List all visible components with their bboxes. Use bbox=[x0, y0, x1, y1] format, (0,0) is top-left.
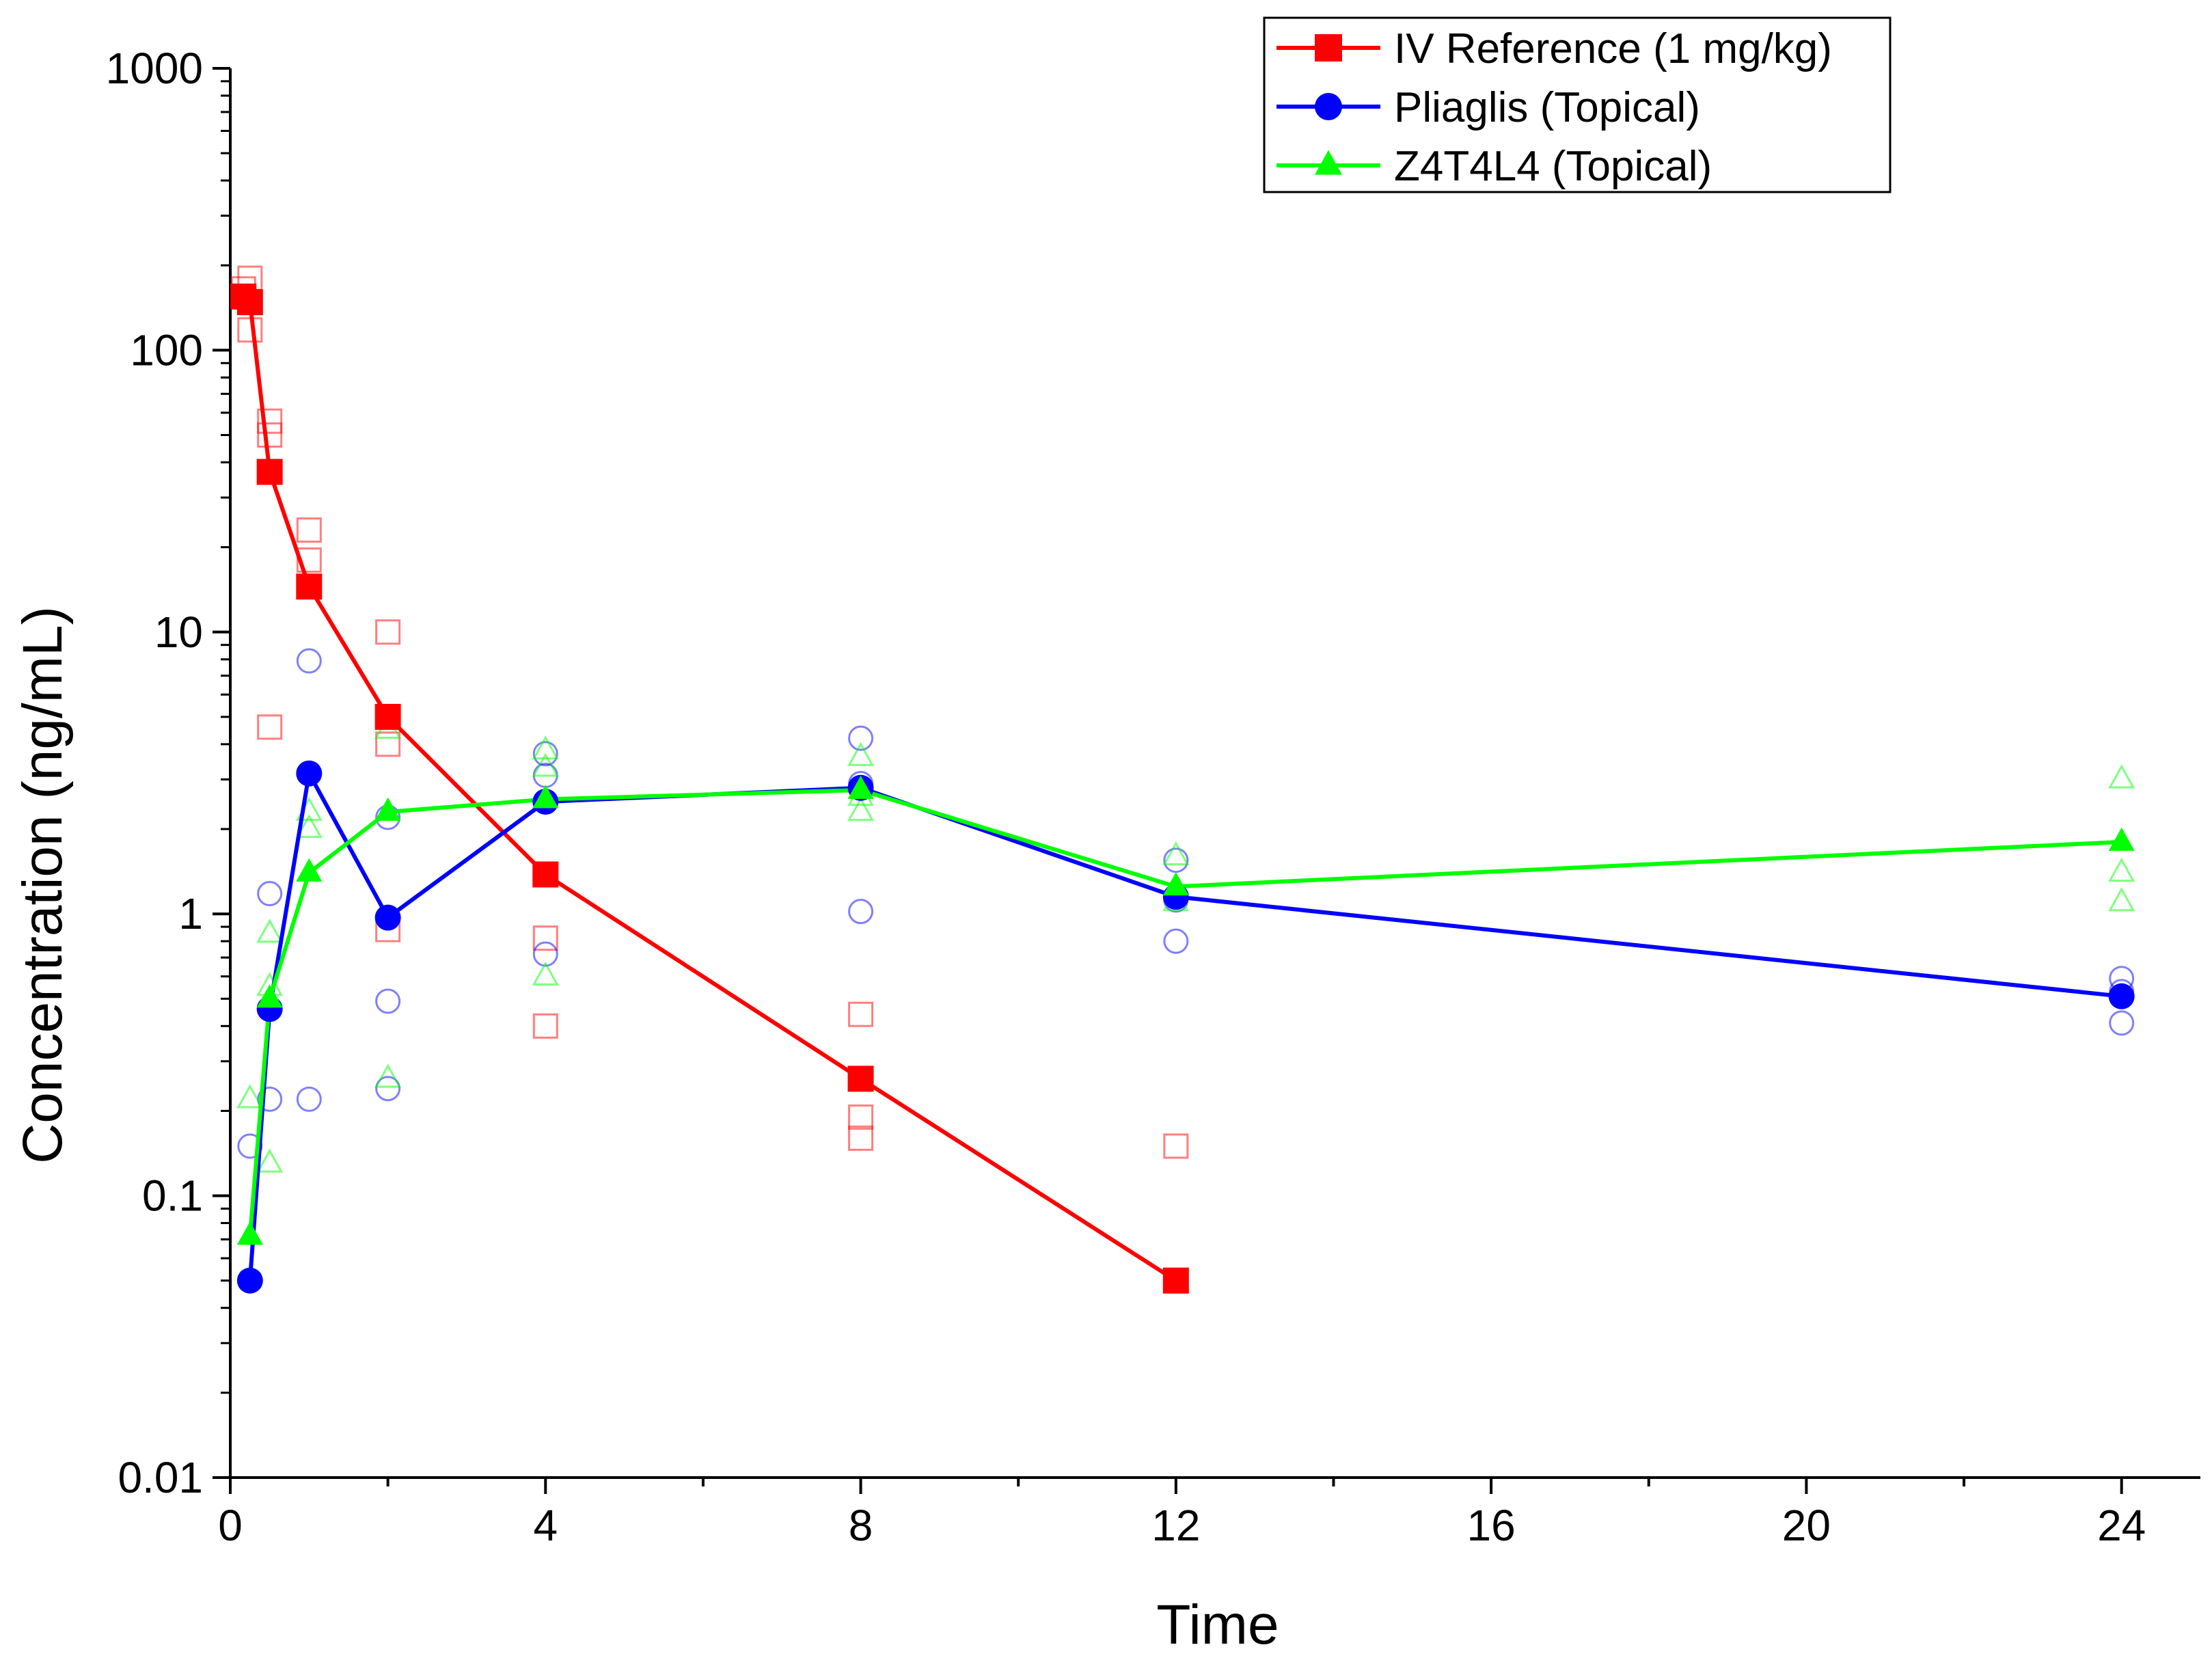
legend: IV Reference (1 mg/kg) Pliaglis (Topical… bbox=[1263, 16, 1892, 193]
mean-point-iv-reference bbox=[847, 1065, 874, 1092]
legend-marker-iv-reference bbox=[1315, 34, 1342, 62]
legend-label-z4t4l4: Z4T4L4 (Topical) bbox=[1394, 143, 1712, 190]
individual-point-pliaglis bbox=[2109, 1010, 2135, 1036]
mean-point-z4t4l4 bbox=[847, 775, 874, 800]
y-tick-label: 1000 bbox=[106, 44, 203, 93]
y-tick-label: 100 bbox=[130, 325, 203, 375]
y-tick-label: 1 bbox=[178, 889, 203, 938]
individual-point-iv-reference bbox=[296, 517, 322, 543]
individual-point-z4t4l4 bbox=[847, 742, 875, 766]
mean-point-pliaglis bbox=[2108, 983, 2135, 1009]
individual-point-iv-reference bbox=[375, 731, 401, 757]
individual-point-iv-reference bbox=[848, 1125, 874, 1151]
mean-point-iv-reference bbox=[532, 861, 559, 888]
legend-label-iv-reference: IV Reference (1 mg/kg) bbox=[1394, 25, 1832, 72]
individual-point-iv-reference bbox=[257, 422, 283, 448]
individual-point-z4t4l4 bbox=[374, 1063, 402, 1088]
individual-point-pliaglis bbox=[375, 1076, 401, 1102]
individual-point-pliaglis bbox=[848, 899, 874, 925]
y-tick-label: 10 bbox=[154, 608, 203, 657]
mean-point-pliaglis bbox=[236, 1267, 263, 1294]
mean-point-iv-reference bbox=[256, 459, 283, 485]
legend-marker-z4t4l4 bbox=[1315, 150, 1342, 175]
individual-point-z4t4l4 bbox=[295, 813, 323, 839]
individual-point-iv-reference bbox=[375, 619, 401, 645]
individual-point-iv-reference bbox=[848, 1104, 874, 1130]
legend-marker-pliaglis bbox=[1315, 93, 1342, 120]
mean-point-z4t4l4 bbox=[532, 785, 559, 808]
x-tick-label: 4 bbox=[533, 1501, 558, 1550]
individual-point-z4t4l4 bbox=[1162, 841, 1190, 866]
individual-point-iv-reference bbox=[532, 1013, 558, 1039]
individual-point-pliaglis bbox=[375, 988, 401, 1014]
legend-label-pliaglis: Pliaglis (Topical) bbox=[1394, 84, 1700, 131]
individual-point-z4t4l4 bbox=[236, 1084, 264, 1109]
x-tick-label: 16 bbox=[1467, 1501, 1516, 1550]
individual-point-z4t4l4 bbox=[532, 752, 559, 777]
mean-point-pliaglis bbox=[296, 760, 323, 787]
individual-point-iv-reference bbox=[257, 408, 283, 434]
mean-point-z4t4l4 bbox=[236, 1221, 263, 1245]
individual-point-pliaglis bbox=[257, 881, 283, 907]
y-tick-label: 0.1 bbox=[142, 1171, 203, 1221]
individual-point-z4t4l4 bbox=[2108, 764, 2135, 789]
mean-point-z4t4l4 bbox=[1162, 872, 1189, 896]
individual-point-iv-reference bbox=[296, 547, 322, 573]
mean-point-iv-reference bbox=[1162, 1267, 1189, 1294]
individual-point-iv-reference bbox=[532, 925, 558, 951]
individual-point-z4t4l4 bbox=[847, 796, 875, 821]
mean-point-iv-reference bbox=[236, 289, 263, 316]
mean-point-z4t4l4 bbox=[296, 858, 323, 882]
y-tick-label: 0.01 bbox=[118, 1453, 203, 1502]
x-tick-label: 8 bbox=[849, 1501, 873, 1550]
individual-point-iv-reference bbox=[848, 1001, 874, 1027]
individual-point-pliaglis bbox=[532, 741, 558, 767]
individual-point-iv-reference bbox=[257, 714, 283, 740]
mean-point-z4t4l4 bbox=[256, 984, 283, 1008]
individual-point-pliaglis bbox=[1163, 928, 1189, 954]
series-line-z4t4l4 bbox=[247, 788, 2122, 1236]
mean-point-iv-reference bbox=[374, 703, 401, 730]
mean-point-iv-reference bbox=[296, 573, 323, 600]
mean-point-pliaglis bbox=[374, 904, 401, 931]
individual-point-z4t4l4 bbox=[532, 735, 559, 760]
individual-point-pliaglis bbox=[296, 648, 322, 674]
series-line-pliaglis bbox=[247, 771, 2122, 1281]
individual-point-pliaglis bbox=[532, 941, 558, 967]
individual-point-z4t4l4 bbox=[256, 919, 284, 943]
legend-items bbox=[1276, 34, 1380, 175]
individual-point-z4t4l4 bbox=[2108, 857, 2135, 882]
y-axis-title: Concentration (ng/mL) bbox=[12, 606, 74, 1164]
x-axis-title: Time bbox=[1156, 1594, 1279, 1656]
individual-point-z4t4l4 bbox=[2108, 887, 2135, 912]
x-tick-label: 20 bbox=[1782, 1501, 1831, 1550]
x-tick-label: 0 bbox=[218, 1501, 243, 1550]
individual-point-iv-reference bbox=[1163, 1133, 1189, 1159]
mean-point-z4t4l4 bbox=[374, 797, 401, 821]
series-line-iv-reference bbox=[242, 295, 1177, 1283]
individual-point-z4t4l4 bbox=[256, 1148, 284, 1173]
individual-point-pliaglis bbox=[848, 725, 874, 751]
individual-point-pliaglis bbox=[1163, 847, 1189, 873]
individual-point-pliaglis bbox=[296, 1086, 322, 1112]
individual-point-z4t4l4 bbox=[532, 961, 559, 986]
mean-series-layer bbox=[230, 283, 2135, 1294]
x-tick-label: 12 bbox=[1151, 1501, 1200, 1550]
mean-point-z4t4l4 bbox=[2108, 827, 2135, 851]
axes: 0 4 8 12 16 20 24 0.01 0.1 1 10 100 1000 bbox=[106, 44, 2200, 1550]
x-tick-label: 24 bbox=[2097, 1501, 2146, 1550]
